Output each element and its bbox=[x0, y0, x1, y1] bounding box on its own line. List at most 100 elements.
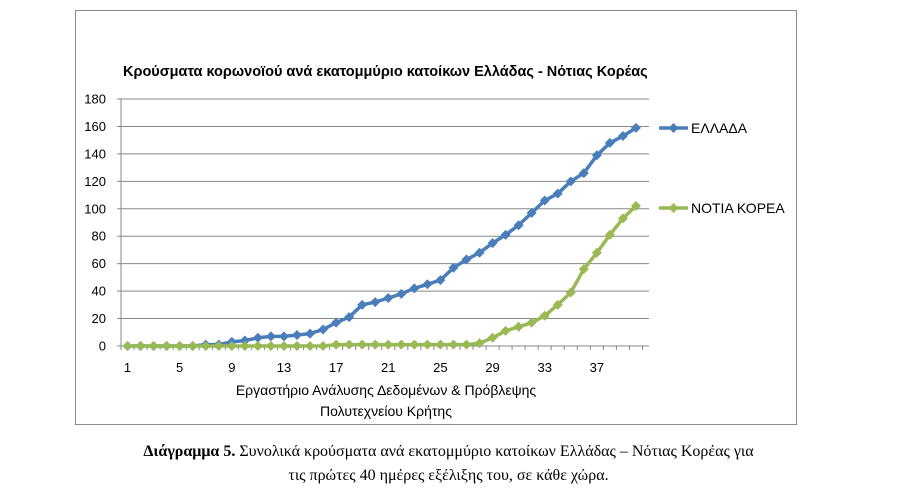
data-point bbox=[370, 297, 381, 308]
x-tick-label-25: 25 bbox=[433, 360, 447, 375]
data-point bbox=[526, 207, 537, 218]
data-point bbox=[539, 195, 550, 206]
data-point bbox=[200, 341, 211, 351]
data-point bbox=[474, 247, 485, 258]
y-tick-label-40: 40 bbox=[92, 284, 106, 299]
legend: ΕΛΛΑΔΑ ΝΟΤΙΑ ΚΟΡΕΑ bbox=[659, 120, 785, 216]
y-tick-label-80: 80 bbox=[92, 229, 106, 244]
gridlines bbox=[121, 98, 649, 320]
line-chart: Κρούσματα κορωνοϊού ανά εκατομμύριο κατο… bbox=[84, 64, 785, 419]
data-point bbox=[578, 168, 589, 179]
data-series bbox=[122, 122, 641, 351]
y-tick-label-120: 120 bbox=[84, 174, 106, 189]
caption-line2: τις πρώτες 40 ημέρες εξέλιξης του, σε κά… bbox=[288, 467, 609, 484]
data-point bbox=[513, 220, 524, 231]
data-point bbox=[487, 332, 498, 343]
series-line-1 bbox=[127, 126, 637, 348]
data-point bbox=[500, 229, 511, 240]
caption-label: Διάγραμμα 5. bbox=[143, 443, 236, 460]
data-point bbox=[383, 339, 394, 350]
data-point bbox=[630, 122, 641, 133]
data-point bbox=[344, 339, 355, 350]
data-point bbox=[513, 321, 524, 332]
chart-title: Κρούσματα κορωνοϊού ανά εκατομμύριο κατο… bbox=[123, 64, 648, 80]
series-line-2 bbox=[127, 204, 638, 348]
x-tick-label-17: 17 bbox=[329, 360, 343, 375]
data-point bbox=[213, 341, 224, 351]
data-point bbox=[305, 341, 316, 351]
data-point bbox=[591, 247, 602, 258]
caption-line1: Διάγραμμα 5. Συνολικά κρούσματα ανά εκατ… bbox=[0, 440, 897, 464]
data-point bbox=[578, 264, 589, 275]
data-point bbox=[318, 341, 329, 351]
data-point bbox=[604, 229, 615, 240]
series-2 bbox=[122, 201, 641, 351]
figure-caption: Διάγραμμα 5. Συνολικά κρούσματα ανά εκατ… bbox=[0, 440, 897, 488]
data-point bbox=[278, 341, 289, 351]
data-point bbox=[539, 310, 550, 321]
data-point bbox=[161, 341, 172, 351]
legend-label: ΝΟΤΙΑ ΚΟΡΕΑ bbox=[691, 200, 785, 216]
data-point bbox=[487, 238, 498, 249]
data-point bbox=[357, 299, 368, 310]
data-point bbox=[226, 341, 237, 351]
y-tick-label-100: 100 bbox=[84, 201, 106, 216]
data-point bbox=[396, 288, 407, 299]
x-axis-label-line1: Εργαστήριο Ανάλυσης Δεδομένων & Πρόβλεψη… bbox=[236, 382, 537, 398]
data-point bbox=[331, 317, 342, 328]
data-point bbox=[148, 341, 159, 351]
data-point bbox=[448, 339, 459, 350]
data-point bbox=[435, 275, 446, 286]
data-point bbox=[252, 332, 263, 343]
data-point bbox=[448, 262, 459, 273]
data-point bbox=[135, 341, 146, 351]
chart-area: Κρούσματα κορωνοϊού ανά εκατομμύριο κατο… bbox=[75, 10, 797, 425]
data-point bbox=[552, 299, 563, 310]
series-1 bbox=[122, 122, 641, 351]
x-tick-label-13: 13 bbox=[277, 360, 291, 375]
x-tick-label-5: 5 bbox=[176, 360, 183, 375]
x-axis-label-line2: Πολυτεχνείου Κρήτης bbox=[320, 403, 452, 419]
x-tick-label-33: 33 bbox=[537, 360, 551, 375]
caption-text: Συνολικά κρούσματα ανά εκατομμύριο κατοί… bbox=[235, 443, 754, 460]
legend-marker bbox=[668, 123, 679, 133]
data-point bbox=[265, 341, 276, 351]
data-point bbox=[435, 339, 446, 350]
data-point bbox=[552, 188, 563, 199]
y-tick-label-0: 0 bbox=[99, 339, 106, 354]
data-point bbox=[565, 287, 576, 298]
x-tick-label-21: 21 bbox=[381, 360, 395, 375]
data-point bbox=[604, 137, 615, 148]
data-point bbox=[617, 213, 628, 224]
data-point bbox=[252, 341, 263, 351]
data-point bbox=[422, 339, 433, 350]
data-point bbox=[331, 339, 342, 350]
y-tick-label-140: 140 bbox=[84, 146, 106, 161]
data-point bbox=[265, 331, 276, 342]
data-point bbox=[591, 150, 602, 161]
y-tick-label-180: 180 bbox=[84, 92, 106, 107]
data-point bbox=[357, 339, 368, 350]
data-point bbox=[187, 341, 198, 351]
data-point bbox=[500, 325, 511, 336]
y-tick-label-60: 60 bbox=[92, 256, 106, 271]
data-point bbox=[565, 176, 576, 187]
data-point bbox=[344, 312, 355, 323]
data-point bbox=[370, 339, 381, 350]
data-point bbox=[292, 341, 302, 351]
data-point bbox=[292, 330, 302, 341]
data-point bbox=[122, 341, 133, 351]
data-point bbox=[422, 279, 433, 290]
x-tick-label-9: 9 bbox=[228, 360, 235, 375]
legend-marker bbox=[668, 203, 679, 213]
data-point bbox=[174, 341, 185, 351]
data-point bbox=[278, 331, 289, 342]
data-point bbox=[239, 341, 250, 351]
data-point bbox=[474, 338, 485, 349]
data-point bbox=[630, 201, 641, 212]
data-point bbox=[239, 335, 250, 346]
axes: 0 20 40 60 80 100 120 140 160 180 1 5 9 13 17 21 25 29 33 3… bbox=[84, 92, 649, 375]
data-point bbox=[617, 131, 628, 142]
data-point bbox=[526, 317, 537, 328]
x-tick-label-37: 37 bbox=[590, 360, 604, 375]
